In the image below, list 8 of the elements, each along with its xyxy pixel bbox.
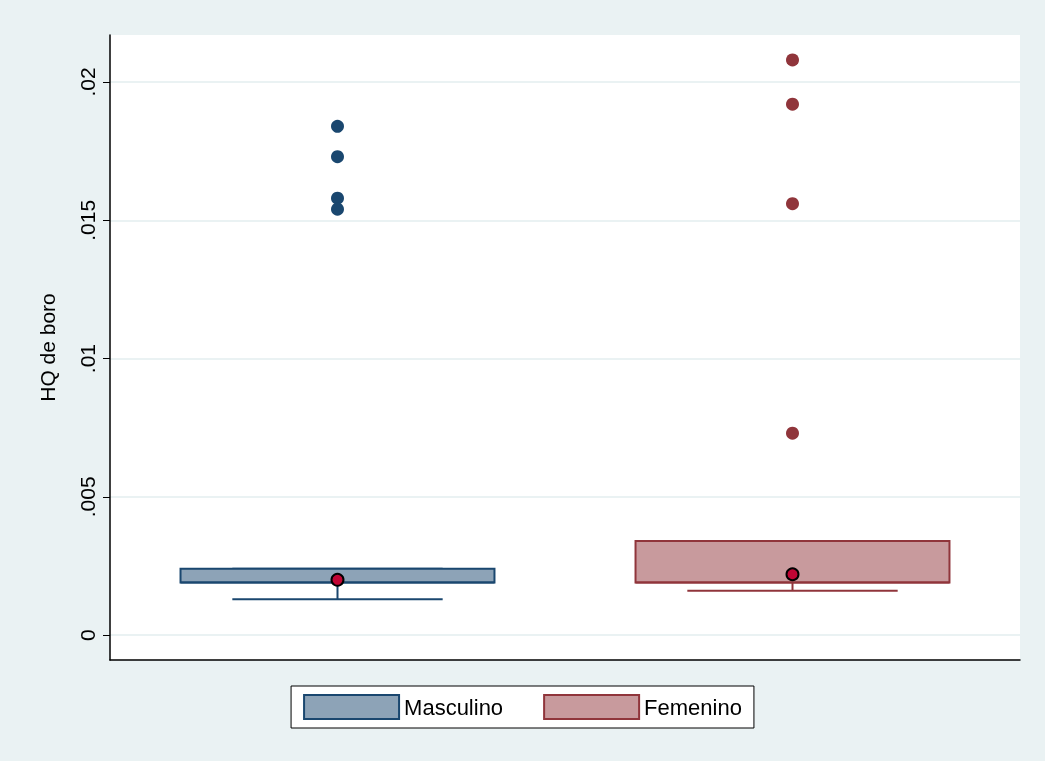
y-tick-label: .02 — [76, 67, 99, 97]
y-tick-label: .015 — [76, 199, 99, 241]
legend-label: Masculino — [404, 694, 504, 720]
y-tick-label: .01 — [76, 343, 99, 374]
y-tick-label: .005 — [76, 476, 99, 518]
y-axis-title: HQ de boro — [36, 293, 59, 402]
legend-label: Femenino — [644, 694, 742, 720]
y-tick-label: 0 — [76, 629, 99, 641]
